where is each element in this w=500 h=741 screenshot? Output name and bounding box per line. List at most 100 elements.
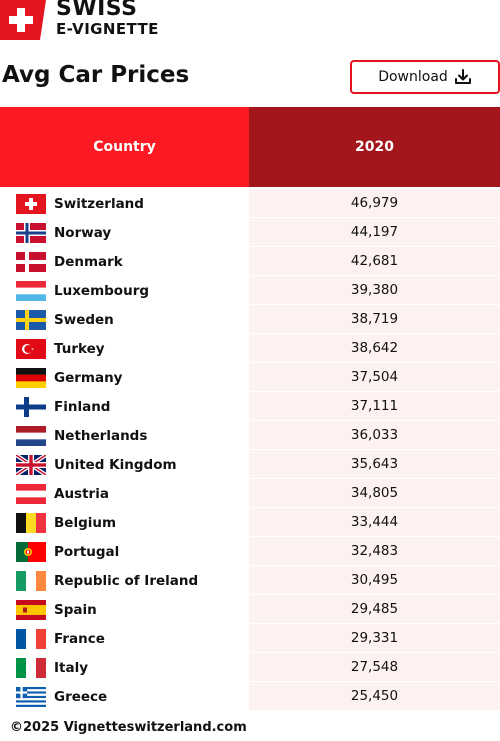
price-value-cell: 37,111 — [249, 392, 500, 421]
price-value-cell: 33,444 — [249, 508, 500, 537]
austria-flag-icon — [16, 483, 46, 504]
price-value-cell: 37,504 — [249, 363, 500, 392]
luxembourg-flag-icon — [16, 280, 46, 301]
switzerland-flag-icon — [16, 193, 46, 214]
denmark-flag-icon — [16, 251, 46, 272]
country-cell: France — [0, 624, 249, 653]
table-header: Country 2020 — [0, 107, 500, 187]
price-value-cell: 29,331 — [249, 624, 500, 653]
country-name: Finland — [54, 398, 111, 415]
download-icon — [454, 69, 471, 84]
country-name: Turkey — [54, 340, 105, 357]
country-cell: Luxembourg — [0, 276, 249, 305]
table-row: Turkey 38,642 — [0, 334, 500, 363]
norway-flag-icon — [16, 222, 46, 243]
table-body: Switzerland 46,979 Norway 44,197 Denmark 42,6… — [0, 187, 500, 711]
country-cell: Netherlands — [0, 421, 249, 450]
price-value-cell: 44,197 — [249, 218, 500, 247]
italy-flag-icon — [16, 657, 47, 678]
belgium-flag-icon — [16, 512, 47, 533]
table-row: Austria 34,805 — [0, 479, 500, 508]
sweden-flag-icon — [16, 309, 46, 330]
price-value-cell: 39,380 — [249, 276, 500, 305]
country-name: Portugal — [54, 543, 120, 560]
price-value-cell: 35,643 — [249, 450, 500, 479]
column-header-year: 2020 — [249, 107, 500, 187]
price-value-cell: 46,979 — [249, 189, 500, 218]
ireland-flag-icon — [16, 570, 47, 591]
table-row: Finland 37,111 — [0, 392, 500, 421]
country-cell: Norway — [0, 218, 249, 247]
table-row: Greece 25,450 — [0, 682, 500, 711]
footer-copyright: ©2025 Vignetteswitzerland.com — [10, 720, 247, 735]
france-flag-icon — [16, 628, 47, 649]
country-name: France — [54, 630, 105, 647]
price-value-cell: 34,805 — [249, 479, 500, 508]
table-row: Germany 37,504 — [0, 363, 500, 392]
country-cell: Germany — [0, 363, 249, 392]
country-name: Austria — [54, 485, 109, 502]
table-row: Spain 29,485 — [0, 595, 500, 624]
germany-flag-icon — [16, 367, 46, 388]
country-cell: Finland — [0, 392, 249, 421]
spain-flag-icon — [16, 599, 46, 620]
country-name: Sweden — [54, 311, 114, 328]
table-row: Norway 44,197 — [0, 218, 500, 247]
country-cell: Greece — [0, 682, 249, 711]
swiss-cross-logo-icon — [0, 0, 46, 40]
country-cell: Portugal — [0, 537, 249, 566]
country-name: Spain — [54, 601, 97, 618]
country-name: Germany — [54, 369, 123, 386]
country-name: Republic of Ireland — [54, 572, 199, 589]
country-cell: Belgium — [0, 508, 249, 537]
price-value-cell: 38,642 — [249, 334, 500, 363]
greece-flag-icon — [16, 686, 46, 707]
country-cell: Spain — [0, 595, 249, 624]
brand-line2: E-VIGNETTE — [56, 20, 159, 38]
table-row: United Kingdom 35,643 — [0, 450, 500, 479]
table-row: Republic of Ireland 30,495 — [0, 566, 500, 595]
country-cell: Austria — [0, 479, 249, 508]
country-cell: Sweden — [0, 305, 249, 334]
prices-table: Country 2020 Switzerland 46,979 Norway 44,1… — [0, 107, 500, 711]
country-name: Greece — [54, 688, 108, 705]
download-label: Download — [378, 69, 448, 85]
country-name: Norway — [54, 224, 112, 241]
country-name: Italy — [54, 659, 89, 676]
portugal-flag-icon — [16, 541, 46, 562]
table-row: Italy 27,548 — [0, 653, 500, 682]
country-cell: Italy — [0, 653, 249, 682]
finland-flag-icon — [16, 396, 46, 417]
country-cell: Denmark — [0, 247, 249, 276]
price-value-cell: 29,485 — [249, 595, 500, 624]
price-value-cell: 42,681 — [249, 247, 500, 276]
country-name: Luxembourg — [54, 282, 150, 299]
netherlands-flag-icon — [16, 425, 46, 446]
table-row: France 29,331 — [0, 624, 500, 653]
price-value-cell: 32,483 — [249, 537, 500, 566]
column-header-country: Country — [0, 107, 249, 187]
country-name: Denmark — [54, 253, 123, 270]
price-value-cell: 27,548 — [249, 653, 500, 682]
country-name: Belgium — [54, 514, 117, 531]
country-name: United Kingdom — [54, 456, 177, 473]
price-value-cell: 38,719 — [249, 305, 500, 334]
table-row: Sweden 38,719 — [0, 305, 500, 334]
country-name: Switzerland — [54, 195, 144, 212]
page-title: Avg Car Prices — [2, 62, 190, 88]
table-row: Netherlands 36,033 — [0, 421, 500, 450]
brand-line1: SWISS — [56, 0, 138, 21]
table-row: Portugal 32,483 — [0, 537, 500, 566]
table-row: Switzerland 46,979 — [0, 189, 500, 218]
country-cell: Republic of Ireland — [0, 566, 249, 595]
country-cell: United Kingdom — [0, 450, 249, 479]
country-cell: Switzerland — [0, 189, 249, 218]
table-row: Belgium 33,444 — [0, 508, 500, 537]
download-button[interactable]: Download — [350, 60, 500, 94]
brand-logo[interactable]: SWISS E-VIGNETTE — [0, 0, 180, 40]
united-kingdom-flag-icon — [14, 452, 48, 477]
country-cell: Turkey — [0, 334, 249, 363]
price-value-cell: 36,033 — [249, 421, 500, 450]
table-row: Luxembourg 39,380 — [0, 276, 500, 305]
country-name: Netherlands — [54, 427, 148, 444]
